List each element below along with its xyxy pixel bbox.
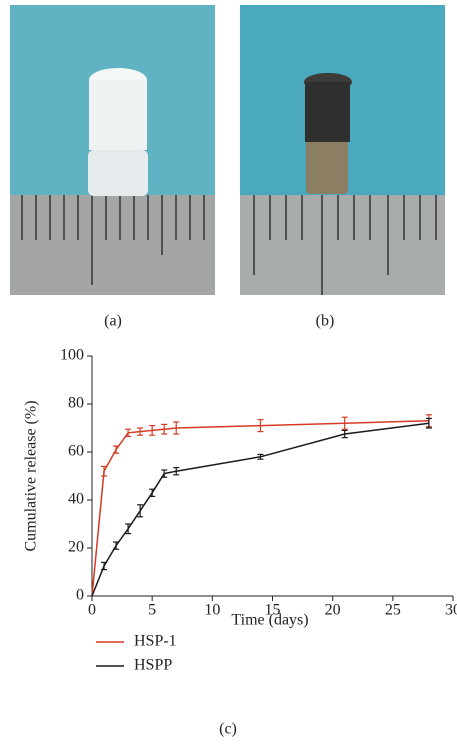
photo-a (10, 5, 215, 295)
y-tick-label: 80 (68, 395, 84, 412)
y-tick-label: 40 (68, 491, 84, 508)
y-axis-label: Cumulative release (%) (23, 400, 40, 551)
legend-label: HSP-1 (134, 633, 177, 650)
x-tick-label: 15 (265, 602, 281, 619)
x-tick-label: 10 (204, 602, 220, 619)
y-tick-label: 0 (76, 587, 84, 604)
photo-b (240, 5, 445, 295)
x-tick-label: 30 (445, 602, 457, 619)
panel-label: (a) (104, 313, 122, 330)
y-tick-label: 60 (68, 443, 84, 460)
panel-label: (b) (316, 313, 335, 330)
series-line (92, 423, 429, 596)
x-tick-label: 5 (148, 602, 156, 619)
legend-label: HSPP (134, 657, 172, 674)
y-tick-label: 20 (68, 539, 84, 556)
x-tick-label: 25 (385, 602, 401, 619)
caption: (c) (219, 721, 237, 738)
y-tick-label: 100 (60, 347, 84, 364)
x-tick-label: 20 (325, 602, 341, 619)
figure: (a) (b) Cumulative release (%) Time (day… (0, 0, 457, 746)
x-tick-label: 0 (88, 602, 96, 619)
